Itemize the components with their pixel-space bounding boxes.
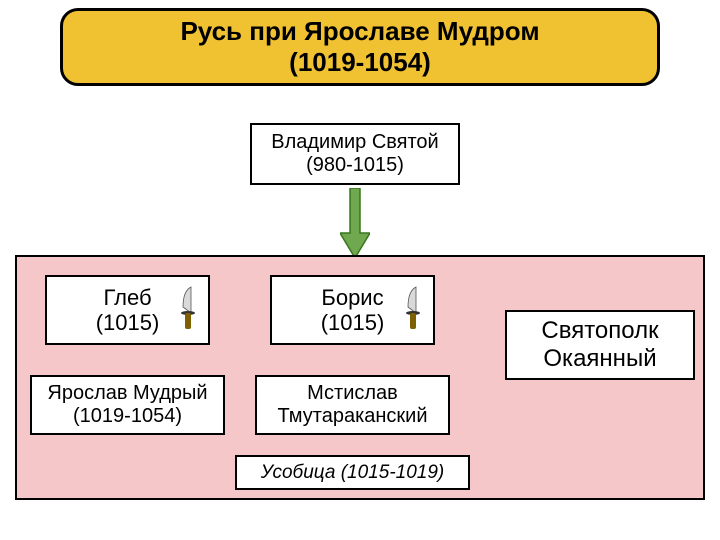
svyatopolk-line2: Окаянный [543,345,656,373]
boris-years: (1015) [321,310,385,335]
node-svyatopolk: Святополк Окаянный [505,310,695,380]
yaroslav-name: Ярослав Мудрый [47,382,207,405]
gleb-years: (1015) [96,310,160,335]
caption-box: Усобица (1015-1019) [235,455,470,490]
arrow-down-icon [340,188,370,258]
node-yaroslav: Ярослав Мудрый (1019-1054) [30,375,225,435]
mstislav-line1: Мстислав [307,382,398,405]
root-years: (980-1015) [306,154,404,177]
yaroslav-years: (1019-1054) [73,405,182,428]
title-line2: (1019-1054) [289,47,431,78]
arrow-path [340,188,370,258]
node-mstislav: Мстислав Тмутараканский [255,375,450,435]
knife-icon [173,285,208,335]
knife-icon [398,285,433,335]
title-box: Русь при Ярославе Мудром (1019-1054) [60,8,660,86]
root-node: Владимир Святой (980-1015) [250,123,460,185]
gleb-name: Глеб [103,285,151,310]
mstislav-line2: Тмутараканский [277,405,427,428]
root-name: Владимир Святой [271,131,438,154]
caption-text: Усобица (1015-1019) [261,462,445,484]
title-line1: Русь при Ярославе Мудром [180,16,539,47]
boris-name: Борис [321,285,383,310]
svyatopolk-line1: Святополк [541,317,658,345]
